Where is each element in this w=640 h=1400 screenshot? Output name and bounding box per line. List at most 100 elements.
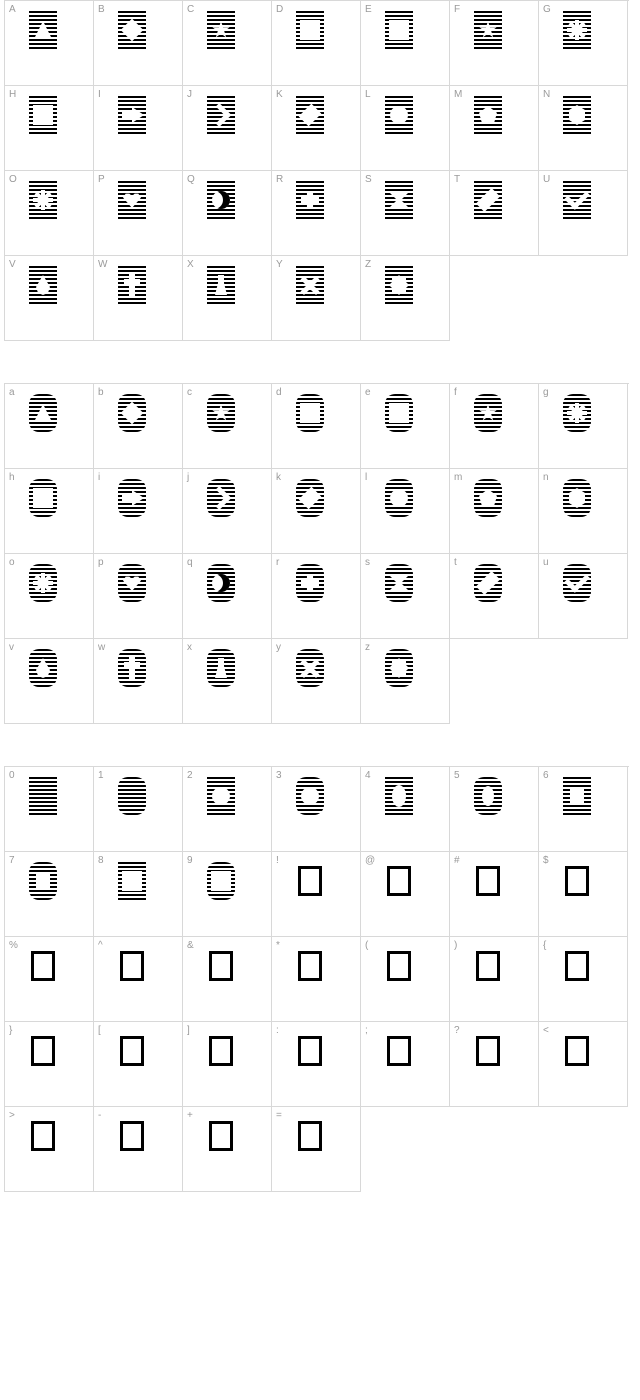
char-cell: F bbox=[450, 1, 539, 86]
glyph bbox=[29, 564, 57, 602]
char-cell: + bbox=[183, 1107, 272, 1192]
char-label: i bbox=[98, 472, 100, 483]
char-label: n bbox=[543, 472, 549, 483]
char-label: A bbox=[9, 4, 16, 15]
char-label: 4 bbox=[365, 770, 371, 781]
char-cell: ^ bbox=[94, 937, 183, 1022]
glyph bbox=[563, 11, 591, 49]
char-label: D bbox=[276, 4, 283, 15]
char-label: ^ bbox=[98, 940, 103, 951]
char-label: o bbox=[9, 557, 15, 568]
glyph bbox=[385, 564, 413, 602]
char-cell: ) bbox=[450, 937, 539, 1022]
char-label: r bbox=[276, 557, 279, 568]
char-cell: L bbox=[361, 86, 450, 171]
char-cell: d bbox=[272, 384, 361, 469]
glyph bbox=[29, 394, 57, 432]
char-label: R bbox=[276, 174, 283, 185]
glyph bbox=[474, 564, 502, 602]
char-cell: o bbox=[5, 554, 94, 639]
char-cell: X bbox=[183, 256, 272, 341]
glyph bbox=[296, 479, 324, 517]
char-cell: j bbox=[183, 469, 272, 554]
char-cell: R bbox=[272, 171, 361, 256]
char-cell: I bbox=[94, 86, 183, 171]
char-label: h bbox=[9, 472, 15, 483]
char-cell: A bbox=[5, 1, 94, 86]
char-label: F bbox=[454, 4, 460, 15]
char-label: k bbox=[276, 472, 281, 483]
glyph bbox=[296, 266, 324, 304]
char-label: S bbox=[365, 174, 372, 185]
char-label: v bbox=[9, 642, 14, 653]
glyph bbox=[207, 394, 235, 432]
glyph bbox=[296, 564, 324, 602]
glyph bbox=[118, 96, 146, 134]
empty-glyph bbox=[209, 951, 233, 981]
glyph bbox=[296, 96, 324, 134]
char-label: u bbox=[543, 557, 549, 568]
char-label: @ bbox=[365, 855, 375, 866]
char-label: G bbox=[543, 4, 551, 15]
char-label: X bbox=[187, 259, 194, 270]
char-label: s bbox=[365, 557, 370, 568]
char-cell: 8 bbox=[94, 852, 183, 937]
glyph bbox=[118, 479, 146, 517]
char-cell: n bbox=[539, 469, 628, 554]
char-cell: @ bbox=[361, 852, 450, 937]
glyph bbox=[385, 11, 413, 49]
char-label: ; bbox=[365, 1025, 368, 1036]
glyph bbox=[385, 181, 413, 219]
char-cell: Y bbox=[272, 256, 361, 341]
char-label: Z bbox=[365, 259, 371, 270]
char-label: p bbox=[98, 557, 104, 568]
char-cell: b bbox=[94, 384, 183, 469]
glyph bbox=[207, 862, 235, 900]
glyph bbox=[385, 649, 413, 687]
glyph bbox=[296, 394, 324, 432]
glyph bbox=[563, 564, 591, 602]
glyph bbox=[563, 96, 591, 134]
glyph bbox=[118, 564, 146, 602]
char-cell: = bbox=[272, 1107, 361, 1192]
char-label: ) bbox=[454, 940, 457, 951]
char-cell: T bbox=[450, 171, 539, 256]
char-cell: 3 bbox=[272, 767, 361, 852]
char-label: 3 bbox=[276, 770, 282, 781]
char-label: > bbox=[9, 1110, 15, 1121]
char-label: { bbox=[543, 940, 546, 951]
char-cell: t bbox=[450, 554, 539, 639]
char-label: E bbox=[365, 4, 372, 15]
char-cell: S bbox=[361, 171, 450, 256]
glyph bbox=[474, 11, 502, 49]
char-cell: m bbox=[450, 469, 539, 554]
glyph bbox=[296, 777, 324, 815]
char-cell: l bbox=[361, 469, 450, 554]
char-cell: [ bbox=[94, 1022, 183, 1107]
glyph bbox=[385, 777, 413, 815]
glyph bbox=[118, 777, 146, 815]
char-label: 2 bbox=[187, 770, 193, 781]
char-cell: - bbox=[94, 1107, 183, 1192]
glyph bbox=[29, 266, 57, 304]
char-cell: N bbox=[539, 86, 628, 171]
char-cell: C bbox=[183, 1, 272, 86]
char-cell: f bbox=[450, 384, 539, 469]
char-label: # bbox=[454, 855, 460, 866]
char-cell: # bbox=[450, 852, 539, 937]
glyph bbox=[29, 479, 57, 517]
char-cell: s bbox=[361, 554, 450, 639]
char-label: l bbox=[365, 472, 367, 483]
char-cell: } bbox=[5, 1022, 94, 1107]
char-label: c bbox=[187, 387, 192, 398]
char-cell: p bbox=[94, 554, 183, 639]
char-label: j bbox=[187, 472, 189, 483]
empty-glyph bbox=[387, 866, 411, 896]
glyph bbox=[474, 394, 502, 432]
char-cell: $ bbox=[539, 852, 628, 937]
char-label: 1 bbox=[98, 770, 104, 781]
char-label: W bbox=[98, 259, 107, 270]
char-cell: r bbox=[272, 554, 361, 639]
char-cell: E bbox=[361, 1, 450, 86]
char-cell: % bbox=[5, 937, 94, 1022]
